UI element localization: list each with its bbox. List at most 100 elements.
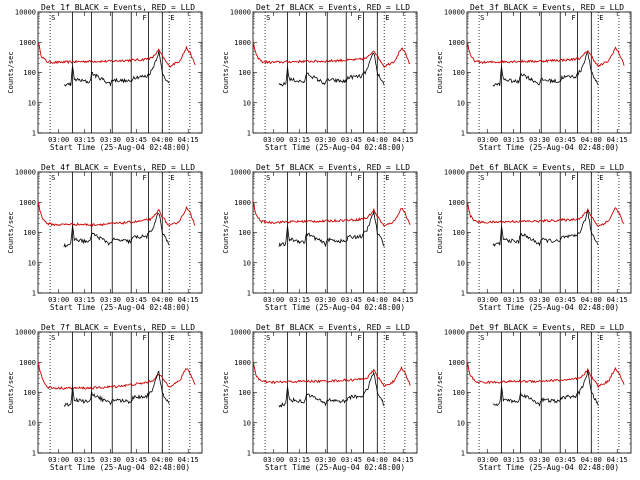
x-axis-label: Start Time (25-Aug-04 02:48:00) xyxy=(479,463,619,472)
xtick-label: 03:15 xyxy=(503,136,524,144)
xtick-label: 03:15 xyxy=(74,456,95,464)
ytick-label: 10 xyxy=(243,419,251,427)
xtick-label: 03:30 xyxy=(529,136,550,144)
x-axis-label: Start Time (25-Aug-04 02:48:00) xyxy=(479,303,619,312)
ytick-label: 100 xyxy=(238,69,251,77)
xtick-label: 03:00 xyxy=(477,296,498,304)
xtick-label: 03:15 xyxy=(74,296,95,304)
plot-frame xyxy=(37,331,203,454)
panel-title: Det 8f BLACK = Events, RED = LLD xyxy=(256,323,410,332)
lld-series-line xyxy=(466,202,625,227)
ytick-label: 10000 xyxy=(230,9,251,17)
plot-frame xyxy=(37,11,203,134)
ytick-label: 10 xyxy=(28,259,36,267)
xtick-label: 04:00 xyxy=(581,296,602,304)
xtick-label: 03:15 xyxy=(289,456,310,464)
events-series-line xyxy=(278,52,385,87)
panel-title: Det 9f BLACK = Events, RED = LLD xyxy=(470,323,624,332)
events-series-line xyxy=(492,370,599,407)
panel-title: Det 1f BLACK = Events, RED = LLD xyxy=(41,3,195,12)
corner-marker: F xyxy=(142,14,146,22)
y-axis-label: Counts/sec xyxy=(436,211,444,253)
xtick-label: 03:00 xyxy=(48,456,69,464)
x-axis-label: Start Time (25-Aug-04 02:48:00) xyxy=(50,303,190,312)
xtick-label: 03:45 xyxy=(341,136,362,144)
panel-det-5f: Det 5f BLACK = Events, RED = LLD 1 10 100 10… xyxy=(222,163,418,312)
panel-title: Det 2f BLACK = Events, RED = LLD xyxy=(256,3,410,12)
y-axis-label: Counts/sec xyxy=(7,51,15,93)
corner-marker: F xyxy=(357,174,361,182)
lld-series-line xyxy=(252,42,411,69)
ytick-label: 1 xyxy=(32,290,36,298)
xtick-label: 03:45 xyxy=(126,456,147,464)
xtick-label: 03:15 xyxy=(503,456,524,464)
corner-marker: S xyxy=(51,174,55,182)
xtick-label: 04:00 xyxy=(152,456,173,464)
ytick-label: 100 xyxy=(452,389,465,397)
corner-marker: S xyxy=(480,334,484,342)
events-series-line xyxy=(63,213,170,248)
xtick-label: 04:15 xyxy=(178,136,199,144)
plot-frame xyxy=(252,171,418,294)
corner-marker: S xyxy=(266,334,270,342)
xtick-label: 04:15 xyxy=(393,136,414,144)
xtick-label: 03:00 xyxy=(263,296,284,304)
x-axis-label: Start Time (25-Aug-04 02:48:00) xyxy=(50,143,190,152)
xtick-label: 03:30 xyxy=(315,296,336,304)
ytick-label: 10 xyxy=(457,259,465,267)
events-series-line xyxy=(278,371,385,408)
ytick-label: 1000 xyxy=(234,199,251,207)
xtick-label: 03:00 xyxy=(477,136,498,144)
xtick-label: 03:30 xyxy=(100,456,121,464)
ytick-label: 100 xyxy=(238,389,251,397)
ytick-label: 100 xyxy=(23,229,36,237)
ytick-label: 1000 xyxy=(234,359,251,367)
lld-series-line xyxy=(37,201,196,227)
y-axis-label: Counts/sec xyxy=(222,51,230,93)
ytick-label: 1 xyxy=(247,130,251,138)
x-axis-label: Start Time (25-Aug-04 02:48:00) xyxy=(265,303,405,312)
corner-marker: E xyxy=(599,174,603,182)
corner-marker: E xyxy=(599,14,603,22)
xtick-label: 04:15 xyxy=(393,456,414,464)
panel-det-8f: Det 8f BLACK = Events, RED = LLD 1 10 100 10… xyxy=(222,323,418,472)
xtick-label: 03:15 xyxy=(289,296,310,304)
ytick-label: 10 xyxy=(243,99,251,107)
xtick-label: 04:00 xyxy=(367,296,388,304)
y-axis-label: Counts/sec xyxy=(436,51,444,93)
y-axis-label: Counts/sec xyxy=(222,371,230,413)
panel-det-6f: Det 6f BLACK = Events, RED = LLD 1 10 100 10… xyxy=(436,163,632,312)
xtick-label: 03:45 xyxy=(126,136,147,144)
xtick-label: 03:30 xyxy=(529,296,550,304)
xtick-label: 03:00 xyxy=(477,456,498,464)
lld-series-line xyxy=(252,361,411,388)
ytick-label: 1000 xyxy=(448,359,465,367)
xtick-label: 04:00 xyxy=(581,456,602,464)
corner-marker: E xyxy=(385,334,389,342)
xtick-label: 03:00 xyxy=(48,136,69,144)
panel-det-9f: Det 9f BLACK = Events, RED = LLD 1 10 100 10… xyxy=(436,323,632,472)
xtick-label: 04:15 xyxy=(607,136,628,144)
ytick-label: 1000 xyxy=(448,39,465,47)
ytick-label: 10000 xyxy=(15,9,36,17)
lld-series-line xyxy=(252,201,411,228)
xtick-label: 04:00 xyxy=(367,456,388,464)
xtick-label: 03:15 xyxy=(503,296,524,304)
corner-marker: S xyxy=(480,174,484,182)
ytick-label: 1000 xyxy=(448,199,465,207)
panel-title: Det 4f BLACK = Events, RED = LLD xyxy=(41,163,195,172)
y-axis-label: Counts/sec xyxy=(7,371,15,413)
panel-title: Det 7f BLACK = Events, RED = LLD xyxy=(41,323,195,332)
ytick-label: 10 xyxy=(243,259,251,267)
corner-marker: S xyxy=(51,334,55,342)
ytick-label: 100 xyxy=(452,229,465,237)
y-axis-label: Counts/sec xyxy=(222,211,230,253)
ytick-label: 1000 xyxy=(234,39,251,47)
corner-marker: S xyxy=(266,174,270,182)
ytick-label: 10000 xyxy=(15,329,36,337)
corner-marker: F xyxy=(142,334,146,342)
ytick-label: 100 xyxy=(238,229,251,237)
ytick-label: 10000 xyxy=(15,169,36,177)
panel-det-1f: Det 1f BLACK = Events, RED = LLD 1 10 100 10… xyxy=(7,3,203,152)
ytick-label: 1 xyxy=(32,130,36,138)
